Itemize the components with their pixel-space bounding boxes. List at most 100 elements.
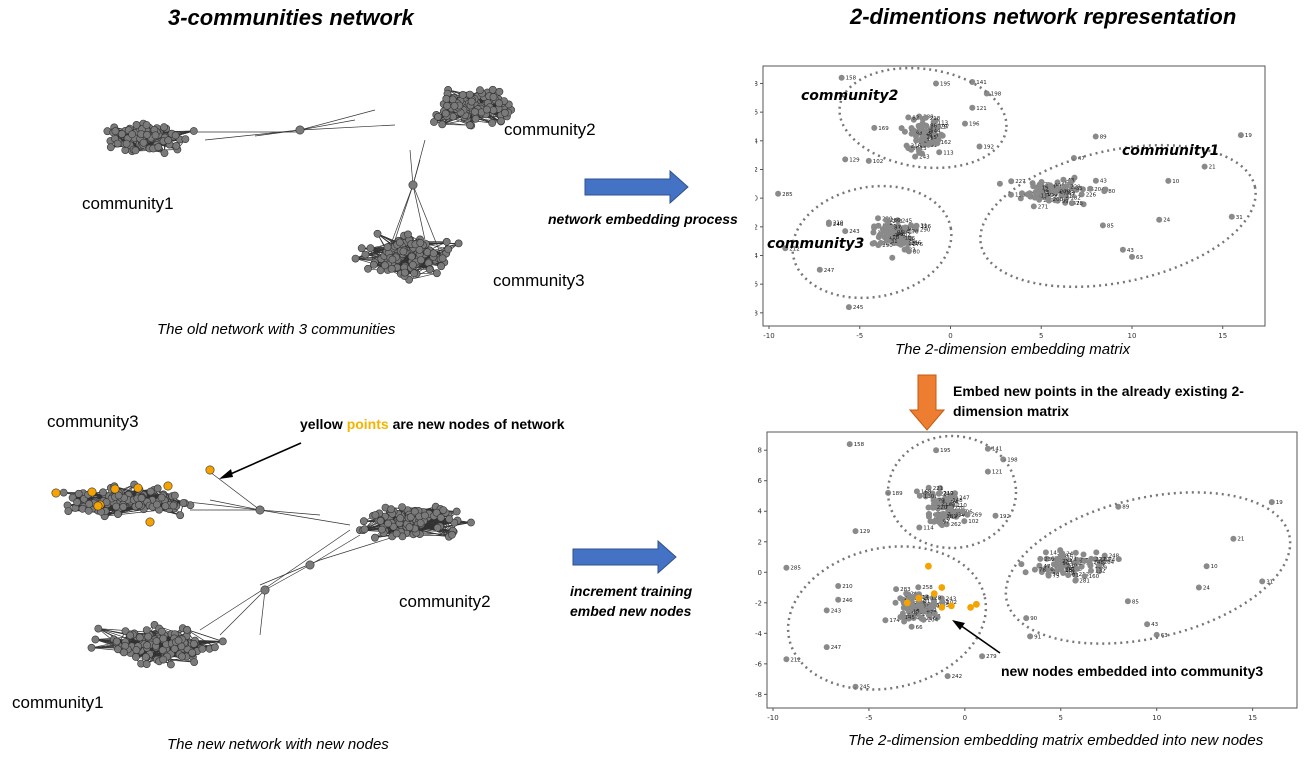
graph-node xyxy=(174,636,183,645)
graph-node xyxy=(398,503,406,511)
scatter-point xyxy=(952,494,959,501)
scatter-point-label: 266 xyxy=(911,241,922,247)
graph-node xyxy=(153,484,162,493)
graph-node xyxy=(143,641,151,650)
scatter-point xyxy=(1038,569,1045,575)
scatter-point xyxy=(869,240,876,247)
graph-node xyxy=(189,127,198,135)
scatter-point xyxy=(1080,551,1087,558)
scatter-point xyxy=(846,441,853,448)
graph-node xyxy=(454,239,463,248)
graph-node xyxy=(437,262,446,271)
scatter-point-label: 21 xyxy=(1237,537,1244,543)
scatter-point-label: 43 xyxy=(1151,622,1158,628)
graph-node xyxy=(396,514,405,523)
annotation-yellow-points: yellow points are new nodes of network xyxy=(300,416,565,432)
graph-label-community1-top: community1 xyxy=(82,194,174,213)
graph-node xyxy=(146,487,155,496)
scatter-point xyxy=(1099,222,1106,229)
scatter-point-label: 277 xyxy=(1095,557,1106,563)
graph-node xyxy=(441,109,450,118)
scatter-point-label: 47 xyxy=(1043,564,1050,570)
graph-node xyxy=(128,130,136,139)
graph-edge xyxy=(269,529,351,586)
scatter-point-label: 63 xyxy=(1136,255,1143,261)
scatter-point xyxy=(1156,216,1163,223)
scatter-point-label: 113 xyxy=(938,120,949,126)
graph-node xyxy=(255,505,265,515)
scatter-point xyxy=(936,149,943,156)
scatter-point-label: 37 xyxy=(942,124,949,130)
y-tick-label: -8 xyxy=(755,309,758,317)
graph-node xyxy=(466,121,474,130)
scatter-point-label: 189 xyxy=(892,491,903,497)
scatter-point xyxy=(937,520,944,527)
graph-node xyxy=(395,238,404,247)
scatter-point-label: 21 xyxy=(1209,165,1216,171)
scatter-point xyxy=(1062,199,1069,206)
graph-node-new xyxy=(110,484,120,494)
scatter-point xyxy=(929,504,936,510)
graph-node xyxy=(139,138,148,147)
graph-node xyxy=(434,112,442,121)
scatter-point-label: 85 xyxy=(1107,223,1114,229)
graph-node-new xyxy=(163,481,173,491)
scatter-point-label: 9 xyxy=(1104,566,1108,572)
graph-node xyxy=(364,264,372,273)
scatter-point-label: 281 xyxy=(1079,579,1090,585)
scatter-point xyxy=(909,145,916,151)
annotation-new-nodes-embedded: new nodes embedded into community3 xyxy=(1001,663,1264,679)
graph-node-new xyxy=(145,517,155,527)
scatter-point-label: 80 xyxy=(1108,189,1115,195)
graph-node xyxy=(448,95,457,104)
caption-new-matrix: The 2-dimension embedding matrix embedde… xyxy=(848,732,1264,749)
scatter-point-label: 84 xyxy=(916,132,923,138)
scatter-point xyxy=(906,235,913,242)
scatter-point xyxy=(1228,213,1235,220)
graph-node xyxy=(172,142,181,150)
graph-node xyxy=(357,244,366,253)
scatter-point xyxy=(1037,555,1044,562)
scatter-point-label: 114 xyxy=(923,526,934,532)
scatter-point-label: 118 xyxy=(889,235,900,241)
scatter-point-label: 71 xyxy=(1072,573,1079,579)
scatter-point xyxy=(1043,555,1050,562)
graph-node xyxy=(370,533,379,542)
scatter-point xyxy=(871,223,878,230)
scatter-point xyxy=(1042,549,1049,556)
scatter-point-label: 96 xyxy=(1062,561,1069,567)
scatter-point-label: 85 xyxy=(1132,599,1139,605)
scatter-point xyxy=(870,229,877,236)
scatter-point-label: 103 xyxy=(895,226,906,232)
graph-node xyxy=(135,633,144,642)
scatter-point-label: 269 xyxy=(1062,187,1073,193)
graph-label-community3-top: community3 xyxy=(493,271,585,290)
scatter-point-label: 225 xyxy=(920,139,931,145)
graph-node xyxy=(425,265,434,274)
scatter-point xyxy=(1096,561,1103,568)
scatter-point xyxy=(1093,549,1100,556)
scatter-point-label: 144 xyxy=(930,129,941,135)
graph-nodes-old xyxy=(103,85,515,284)
scatter-point-label: 179 xyxy=(913,610,924,616)
scatter-point xyxy=(910,116,917,123)
graph-node xyxy=(387,505,395,514)
y-tick-label: 6 xyxy=(758,477,763,485)
scatter-point-new xyxy=(967,604,974,611)
scatter-point-label: 240 xyxy=(1066,552,1077,558)
graph-node xyxy=(84,506,93,515)
y-tick-label: -2 xyxy=(755,223,758,231)
plot-label-community2: community2 xyxy=(801,88,898,104)
scatter-point-label: 192 xyxy=(984,145,995,151)
scatter-point-label: 227 xyxy=(1015,179,1026,185)
graph-node xyxy=(406,513,415,522)
scatter-point-label: 47 xyxy=(1078,156,1085,162)
graph-edge xyxy=(409,149,414,186)
scatter-point xyxy=(930,119,937,126)
scatter-point xyxy=(925,484,932,491)
scatter-point-label: 43 xyxy=(1127,248,1134,254)
graph-node xyxy=(120,648,128,657)
scatter-point xyxy=(875,215,881,222)
scatter-point-label: 200 xyxy=(1053,197,1064,203)
